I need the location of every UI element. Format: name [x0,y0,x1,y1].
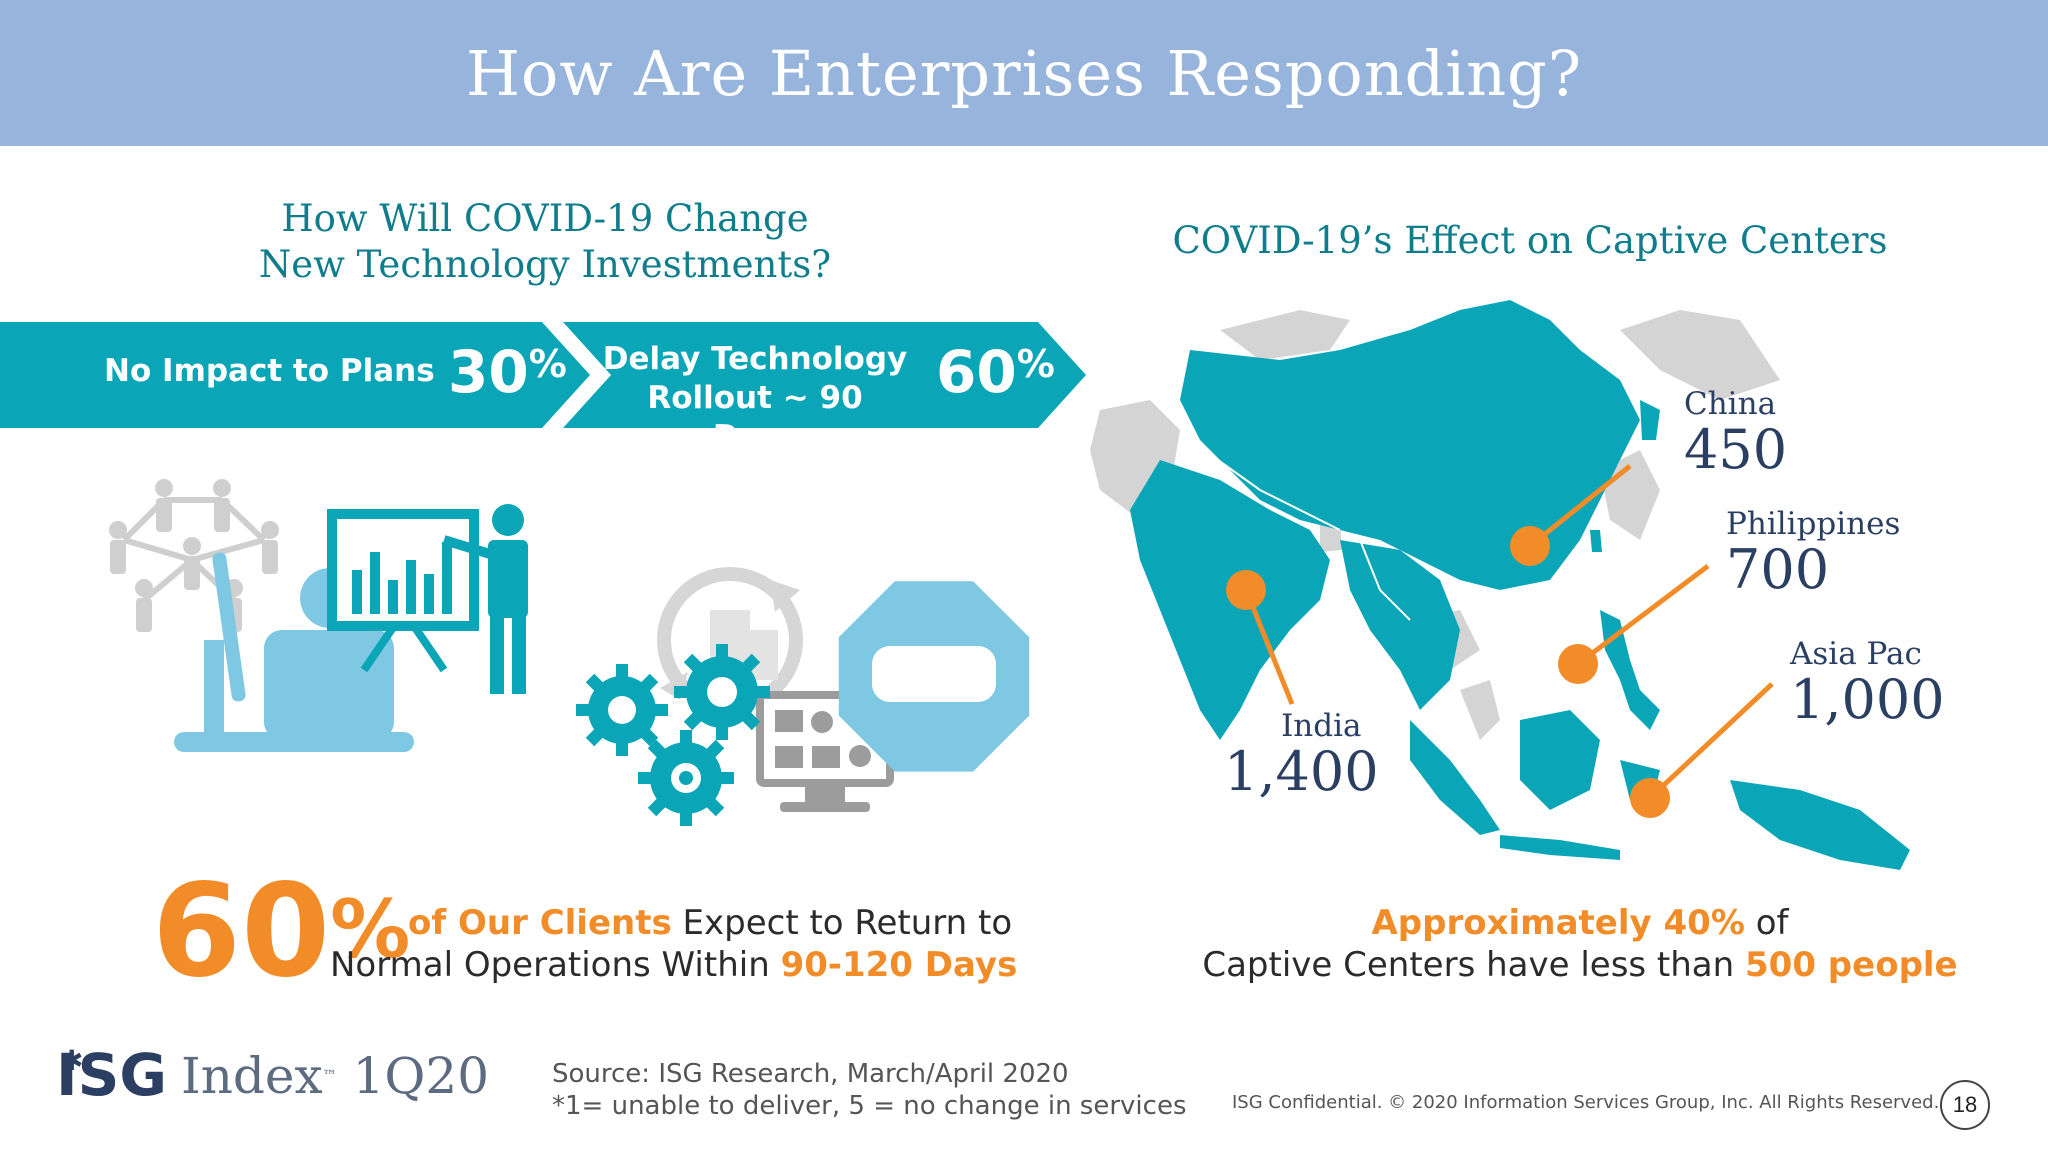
index-text: Index [180,1047,323,1105]
source-line1: Source: ISG Research, March/April 2020 [552,1059,1069,1089]
stat-highlight-clients: of Our Clients [408,903,672,943]
asia-pacific-map [1090,300,1910,870]
big-stat-percent: % [330,883,411,976]
return-to-normal-text: of Our Clients Expect to Return to Norma… [330,902,1017,986]
region-name: India [1281,708,1362,744]
region-value: 700 [1726,538,1830,601]
region-china: China 450 [1684,386,1787,478]
percent-sign: % [528,342,567,386]
delay-value: 60 [936,338,1017,406]
investment-banner [0,322,1090,428]
asia-pac-marker [1630,778,1670,818]
page-title: How Are Enterprises Responding? [465,36,1583,110]
left-title-line1: How Will COVID-19 Change [281,197,809,240]
source-note: Source: ISG Research, March/April 2020 *… [552,1058,1187,1122]
percent-sign: % [1016,342,1055,386]
isg-index-logo: ✱ ISG Index™ 1Q20 [56,1044,489,1104]
region-india: India 1,400 [1224,708,1379,800]
delay-technology-illustration [576,567,1030,826]
stat-text-line1: Expect to Return to [671,903,1013,943]
stat-highlight-approx: Approximately 40% [1371,903,1745,943]
region-name: Asia Pac [1790,636,1922,672]
stat-text-captive: Captive Centers have less than [1202,945,1745,985]
no-impact-percent: 30% [448,338,567,406]
left-section-title: How Will COVID-19 Change New Technology … [150,196,940,288]
china-marker [1510,526,1550,566]
header-bar: How Are Enterprises Responding? [0,0,2048,146]
return-to-normal-big-stat: 60% [152,868,410,996]
region-name: Philippines [1726,506,1901,542]
region-value: 450 [1684,418,1788,481]
no-impact-value: 30 [448,338,529,406]
region-asia-pac: Asia Pac 1,000 [1790,636,1945,728]
region-value: 1,400 [1224,740,1379,803]
no-impact-label: No Impact to Plans [104,353,435,389]
region-name: China [1684,386,1777,422]
philippines-marker [1558,644,1598,684]
index-period: 1Q20 [352,1047,490,1105]
isg-brand: ✱ ISG [56,1044,167,1104]
delay-label: Delay Technology Rollout ~ 90 Days [600,340,910,457]
star-icon: ✱ [60,1044,84,1077]
region-philippines: Philippines 700 [1726,506,1900,598]
delay-label-line1: Delay Technology [602,341,908,377]
stat-highlight-people: 500 people [1745,945,1958,985]
india-marker [1226,570,1266,610]
team-presentation-illustration [109,479,528,752]
stat-text-line2: Normal Operations Within [330,945,781,985]
stat-text-of: of [1744,903,1789,943]
big-stat-number: 60 [152,857,331,1006]
captive-centers-stat: Approximately 40% of Captive Centers hav… [1200,902,1960,986]
index-label: Index™ 1Q20 [181,1048,489,1104]
delay-percent: 60% [936,338,1055,406]
confidential-notice: ISG Confidential. © 2020 Information Ser… [1232,1092,1940,1113]
right-section-title: COVID-19’s Effect on Captive Centers [1172,219,1888,262]
left-title-line2: New Technology Investments? [258,243,832,286]
trademark: ™ [322,1068,337,1084]
banner-arrows [0,322,1086,428]
isg-brand-text: ISG [56,1041,167,1109]
stat-highlight-days: 90-120 Days [780,945,1018,985]
region-value: 1,000 [1790,668,1945,731]
page-number: 18 [1940,1080,1990,1130]
delay-label-line2: Rollout ~ 90 Days [647,380,863,455]
source-line2: *1= unable to deliver, 5 = no change in … [552,1091,1187,1121]
